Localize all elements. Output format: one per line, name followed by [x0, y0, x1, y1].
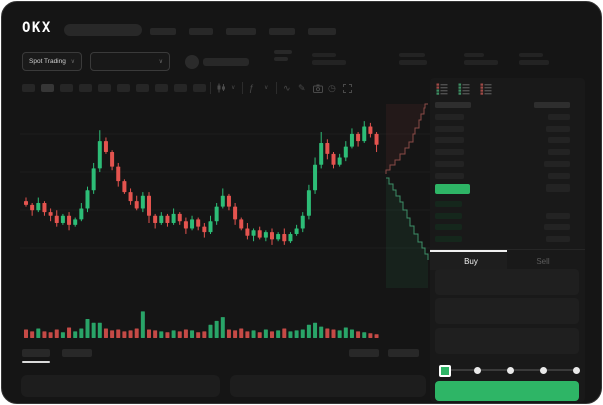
stat-label-placeholder	[519, 53, 543, 57]
pair-selector-dropdown[interactable]: ∨	[90, 52, 170, 71]
amount-slider[interactable]	[439, 362, 580, 378]
book-combined-icon[interactable]	[436, 83, 448, 95]
timeframe-button-placeholder[interactable]	[155, 84, 168, 92]
candle-style-icon[interactable]	[216, 83, 226, 93]
line-tool-icon[interactable]: ∿	[283, 83, 291, 93]
ask-row-price-placeholder[interactable]	[435, 172, 464, 179]
ask-row-size-placeholder[interactable]	[548, 137, 570, 144]
nav-item-placeholder[interactable]	[150, 28, 176, 35]
timeframe-button-placeholder[interactable]	[98, 84, 111, 92]
stat-label-placeholder	[464, 53, 484, 57]
bottom-panel-left	[21, 375, 220, 397]
nav-item-placeholder[interactable]	[189, 28, 213, 35]
nav-item-placeholder[interactable]	[269, 28, 295, 35]
chart-range-placeholder[interactable]	[388, 349, 419, 357]
ask-row-price-placeholder[interactable]	[435, 125, 464, 132]
orderbook-last-price-bar[interactable]	[435, 184, 470, 194]
bid-row-size-placeholder[interactable]	[546, 235, 570, 242]
slider-handle[interactable]	[439, 365, 451, 377]
ask-row-size-placeholder[interactable]	[548, 172, 570, 179]
ask-row-price-placeholder[interactable]	[435, 160, 464, 167]
market-type-label: Spot Trading	[29, 58, 66, 65]
ask-row-size-placeholder[interactable]	[544, 160, 570, 167]
history-icon[interactable]: ◷	[328, 83, 336, 93]
bid-row-size-placeholder[interactable]	[546, 212, 570, 219]
candlestick-chart[interactable]	[20, 98, 430, 348]
okx-logo[interactable]: OKX	[22, 20, 52, 36]
ask-row-price-placeholder[interactable]	[435, 149, 464, 156]
order-amount-field[interactable]	[435, 298, 579, 324]
timeframe-button-placeholder[interactable]	[174, 84, 187, 92]
buy-submit-button[interactable]	[435, 381, 579, 401]
active-tab-underline	[22, 361, 50, 363]
fullscreen-icon[interactable]	[343, 84, 352, 93]
timeframe-button-placeholder[interactable]	[79, 84, 92, 92]
sell-tab-label: Sell	[536, 257, 550, 266]
ask-row-size-placeholder[interactable]	[548, 114, 570, 120]
depth-chart	[385, 103, 429, 288]
timeframe-button-placeholder[interactable]	[136, 84, 149, 92]
nav-item-placeholder[interactable]	[226, 28, 256, 35]
bottom-tab-placeholder[interactable]	[22, 349, 50, 357]
slider-stop-dot[interactable]	[507, 367, 514, 374]
stat-label-placeholder	[312, 53, 336, 57]
book-asks-icon[interactable]	[480, 83, 492, 95]
chevron-down-icon: ∨	[70, 58, 75, 65]
price-change-placeholder	[274, 57, 288, 61]
stat-value-placeholder	[464, 60, 498, 65]
last-price-size-placeholder[interactable]	[546, 186, 570, 192]
buy-tab[interactable]	[430, 250, 507, 270]
stat-value-placeholder	[312, 60, 346, 65]
slider-stop-dot[interactable]	[540, 367, 547, 374]
camera-icon[interactable]	[313, 84, 323, 93]
bid-row-price-placeholder[interactable]	[435, 224, 462, 230]
stat-value-placeholder	[519, 60, 549, 65]
ask-row-size-placeholder[interactable]	[548, 149, 570, 156]
ask-row-price-placeholder[interactable]	[435, 137, 464, 144]
bottom-tab-placeholder[interactable]	[62, 349, 92, 357]
indicator-icon[interactable]: ƒ	[249, 83, 255, 93]
order-total-field[interactable]	[435, 328, 579, 354]
last-price-placeholder	[274, 50, 292, 54]
timeframe-button-placeholder[interactable]	[22, 84, 35, 92]
stat-label-placeholder	[399, 53, 425, 57]
bid-row-size-placeholder[interactable]	[544, 224, 570, 230]
ask-row-price-placeholder[interactable]	[435, 114, 464, 120]
bottom-panel-right	[230, 375, 426, 397]
timeframe-button-placeholder[interactable]	[41, 84, 54, 92]
chevron-down-icon: ∨	[158, 58, 163, 65]
coin-icon	[185, 55, 199, 69]
bid-row-price-placeholder[interactable]	[435, 235, 462, 242]
book-bids-icon[interactable]	[458, 83, 470, 95]
timeframe-button-placeholder[interactable]	[117, 84, 130, 92]
order-price-field[interactable]	[435, 269, 579, 295]
slider-stop-dot[interactable]	[573, 367, 580, 374]
orderbook-header-placeholder[interactable]	[534, 102, 570, 108]
slider-stop-dot[interactable]	[474, 367, 481, 374]
bid-row-price-placeholder[interactable]	[435, 212, 462, 219]
ask-row-size-placeholder[interactable]	[546, 125, 570, 132]
market-type-dropdown[interactable]: Spot Trading ∨	[22, 52, 82, 71]
orderbook-header-placeholder[interactable]	[435, 102, 471, 108]
chevron-down-icon[interactable]: ∨	[264, 85, 269, 91]
timeframe-button-placeholder[interactable]	[60, 84, 73, 92]
pair-name-placeholder	[203, 58, 249, 66]
timeframe-button-placeholder[interactable]	[193, 84, 206, 92]
buy-tab-label: Buy	[464, 257, 478, 266]
chevron-down-icon[interactable]: ∨	[231, 85, 236, 91]
chart-range-placeholder[interactable]	[349, 349, 379, 357]
stat-value-placeholder	[399, 60, 427, 65]
search-input[interactable]	[64, 24, 142, 36]
draw-icon[interactable]: ✎	[298, 83, 306, 93]
bid-row-price-placeholder[interactable]	[435, 201, 462, 207]
nav-item-placeholder[interactable]	[308, 28, 336, 35]
